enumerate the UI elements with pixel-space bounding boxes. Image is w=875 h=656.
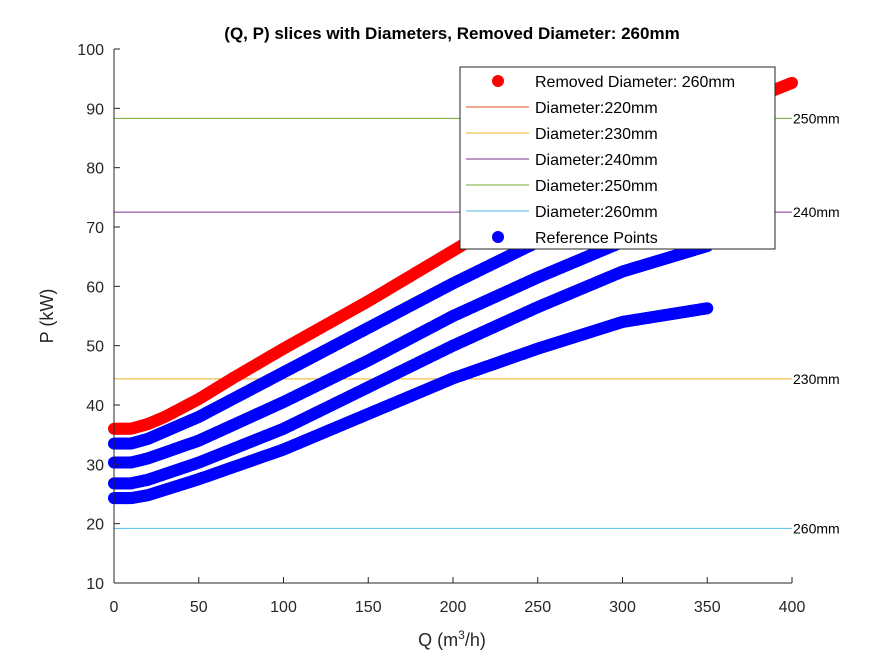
series-3 (108, 239, 714, 490)
legend-marker (492, 75, 504, 87)
x-tick-label: 0 (110, 599, 119, 616)
x-tick-label: 100 (270, 599, 297, 616)
y-tick-label: 100 (77, 42, 104, 59)
legend-label: Removed Diameter: 260mm (535, 74, 735, 91)
x-tick-label: 200 (440, 599, 467, 616)
x-axis-label-superscript: 3 (458, 628, 465, 642)
legend-label: Reference Points (535, 230, 658, 247)
series-4 (108, 302, 714, 505)
legend-marker (492, 231, 504, 243)
y-tick-label: 90 (86, 101, 104, 118)
y-tick-label: 10 (86, 576, 104, 593)
legend-label: Diameter:220mm (535, 100, 658, 117)
x-tick-label: 400 (779, 599, 806, 616)
diameter-line-label-230mm: 230mm (793, 371, 840, 387)
y-tick-label: 70 (86, 220, 104, 237)
legend-box (459, 66, 776, 250)
data-point (786, 76, 798, 89)
x-tick-label: 350 (694, 599, 721, 616)
y-tick-label: 60 (86, 279, 104, 296)
legend-label: Diameter:250mm (535, 178, 658, 195)
x-tick-label: 150 (355, 599, 382, 616)
x-tick-label: 50 (190, 599, 208, 616)
diameter-line-label-240mm: 240mm (793, 204, 840, 220)
x-axis-label-suffix: /h) (465, 630, 486, 650)
x-axis-label: Q (m3/h) (418, 628, 486, 650)
x-tick-label: 300 (609, 599, 636, 616)
y-tick-label: 80 (86, 161, 104, 178)
diameter-line-label-250mm: 250mm (793, 110, 840, 126)
y-tick-label: 30 (86, 457, 104, 474)
data-point (701, 302, 714, 315)
data-layer: 230mm 260mm 250mm 240mm (108, 76, 840, 536)
y-tick-label: 50 (86, 339, 104, 356)
legend-label: Diameter:260mm (535, 204, 658, 221)
x-tick-label: 250 (524, 599, 551, 616)
legend: Removed Diameter: 260mm Diameter:220mm Dia… (459, 66, 776, 250)
y-tick-label: 40 (86, 398, 104, 415)
ticks-layer: 0 50 100 150 200 250 300 350 400 10 20 30 40 50 60 70 80… (77, 42, 805, 616)
legend-label: Diameter:230mm (535, 126, 658, 143)
chart-title: (Q, P) slices with Diameters, Removed Di… (224, 24, 679, 43)
legend-label: Diameter:240mm (535, 152, 658, 169)
y-tick-label: 20 (86, 517, 104, 534)
diameter-line-label-260mm: 260mm (793, 520, 840, 536)
x-axis-label-prefix: Q (m (418, 630, 458, 650)
y-axis-label: P (kW) (37, 289, 57, 344)
